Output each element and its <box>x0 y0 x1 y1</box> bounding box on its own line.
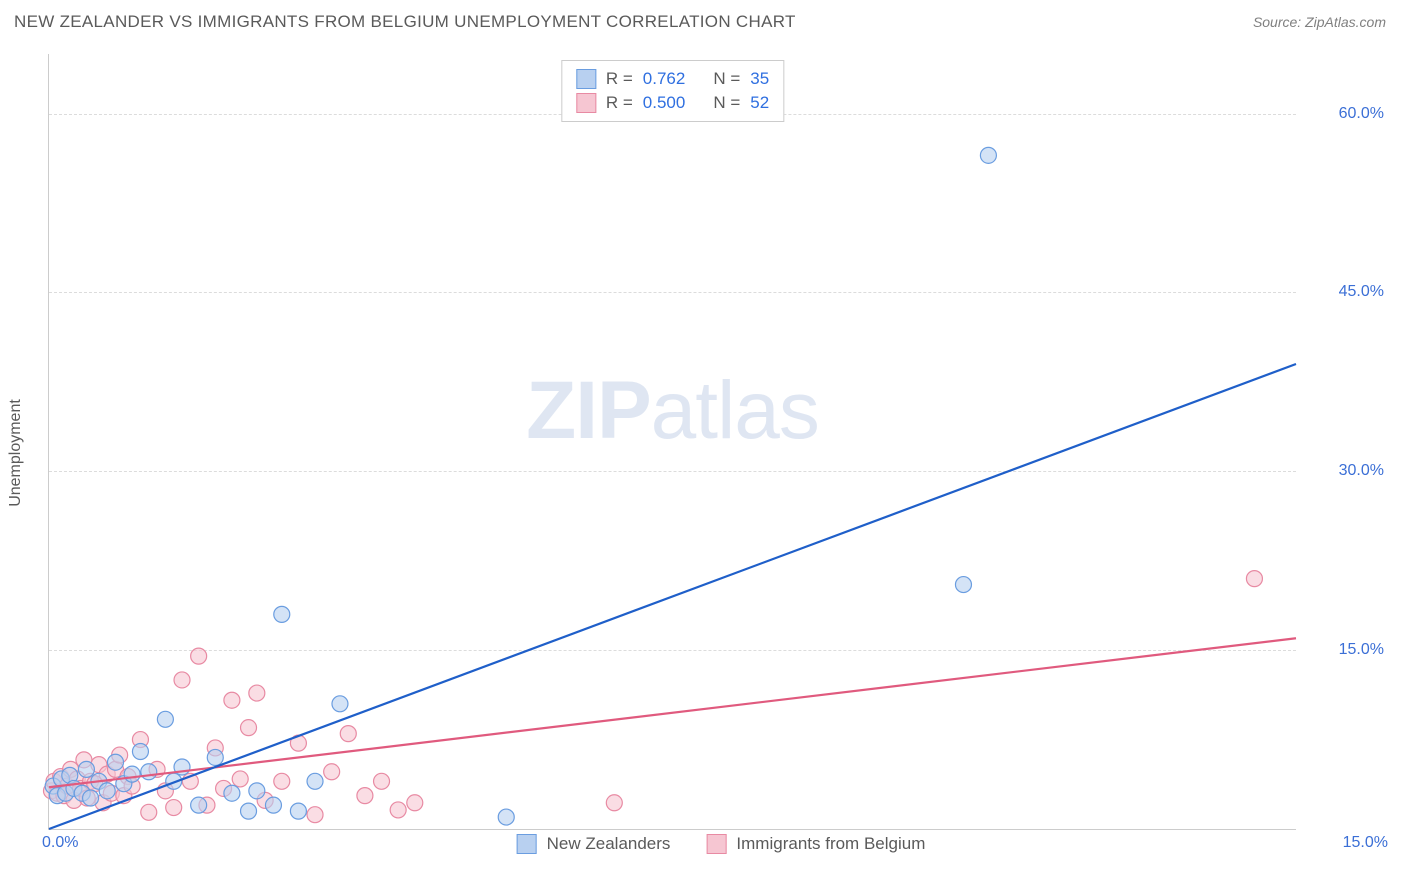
x-min-label: 0.0% <box>42 834 78 852</box>
point-b <box>232 771 248 787</box>
point-b <box>407 795 423 811</box>
point-b <box>1246 571 1262 587</box>
point-b <box>324 764 340 780</box>
legend-item-b: Immigrants from Belgium <box>706 834 925 854</box>
point-a <box>78 761 94 777</box>
point-b <box>141 804 157 820</box>
y-tick-label: 30.0% <box>1304 462 1384 480</box>
point-b <box>340 726 356 742</box>
trendline-b <box>49 638 1296 787</box>
point-a <box>290 803 306 819</box>
x-max-label: 15.0% <box>1343 834 1388 852</box>
point-a <box>124 766 140 782</box>
point-b <box>374 773 390 789</box>
swatch-b-icon <box>706 834 726 854</box>
point-a <box>191 797 207 813</box>
point-b <box>307 807 323 823</box>
point-a <box>980 147 996 163</box>
point-b <box>274 773 290 789</box>
series-legend: New Zealanders Immigrants from Belgium <box>517 834 926 854</box>
point-a <box>307 773 323 789</box>
point-a <box>207 749 223 765</box>
point-a <box>241 803 257 819</box>
point-a <box>141 764 157 780</box>
y-tick-label: 45.0% <box>1304 283 1384 301</box>
point-a <box>332 696 348 712</box>
legend-row-b: R = 0.500 N = 52 <box>576 91 769 115</box>
point-a <box>274 606 290 622</box>
swatch-b-icon <box>576 93 596 113</box>
chart-title: NEW ZEALANDER VS IMMIGRANTS FROM BELGIUM… <box>14 12 796 32</box>
point-b <box>357 788 373 804</box>
point-b <box>241 720 257 736</box>
point-a <box>498 809 514 825</box>
point-b <box>174 672 190 688</box>
y-tick-label: 15.0% <box>1304 641 1384 659</box>
source-label: Source: ZipAtlas.com <box>1253 14 1386 30</box>
point-a <box>83 790 99 806</box>
point-a <box>99 783 115 799</box>
point-b <box>191 648 207 664</box>
y-axis-title: Unemployment <box>7 399 25 507</box>
point-a <box>108 754 124 770</box>
trendline-a <box>49 364 1296 829</box>
legend-item-a: New Zealanders <box>517 834 671 854</box>
point-a <box>265 797 281 813</box>
y-tick-label: 60.0% <box>1304 105 1384 123</box>
legend-row-a: R = 0.762 N = 35 <box>576 67 769 91</box>
point-a <box>224 785 240 801</box>
swatch-a-icon <box>576 69 596 89</box>
point-a <box>157 711 173 727</box>
swatch-a-icon <box>517 834 537 854</box>
scatter-plot <box>49 54 1296 829</box>
plot-area: ZIPatlas R = 0.762 N = 35 R = 0.500 N = … <box>48 54 1296 830</box>
point-b <box>390 802 406 818</box>
point-b <box>224 692 240 708</box>
point-b <box>606 795 622 811</box>
point-a <box>955 577 971 593</box>
point-b <box>166 800 182 816</box>
point-a <box>249 783 265 799</box>
point-a <box>132 744 148 760</box>
chart-container: Unemployment ZIPatlas R = 0.762 N = 35 R… <box>48 54 1394 852</box>
point-b <box>249 685 265 701</box>
correlation-legend: R = 0.762 N = 35 R = 0.500 N = 52 <box>561 60 784 122</box>
